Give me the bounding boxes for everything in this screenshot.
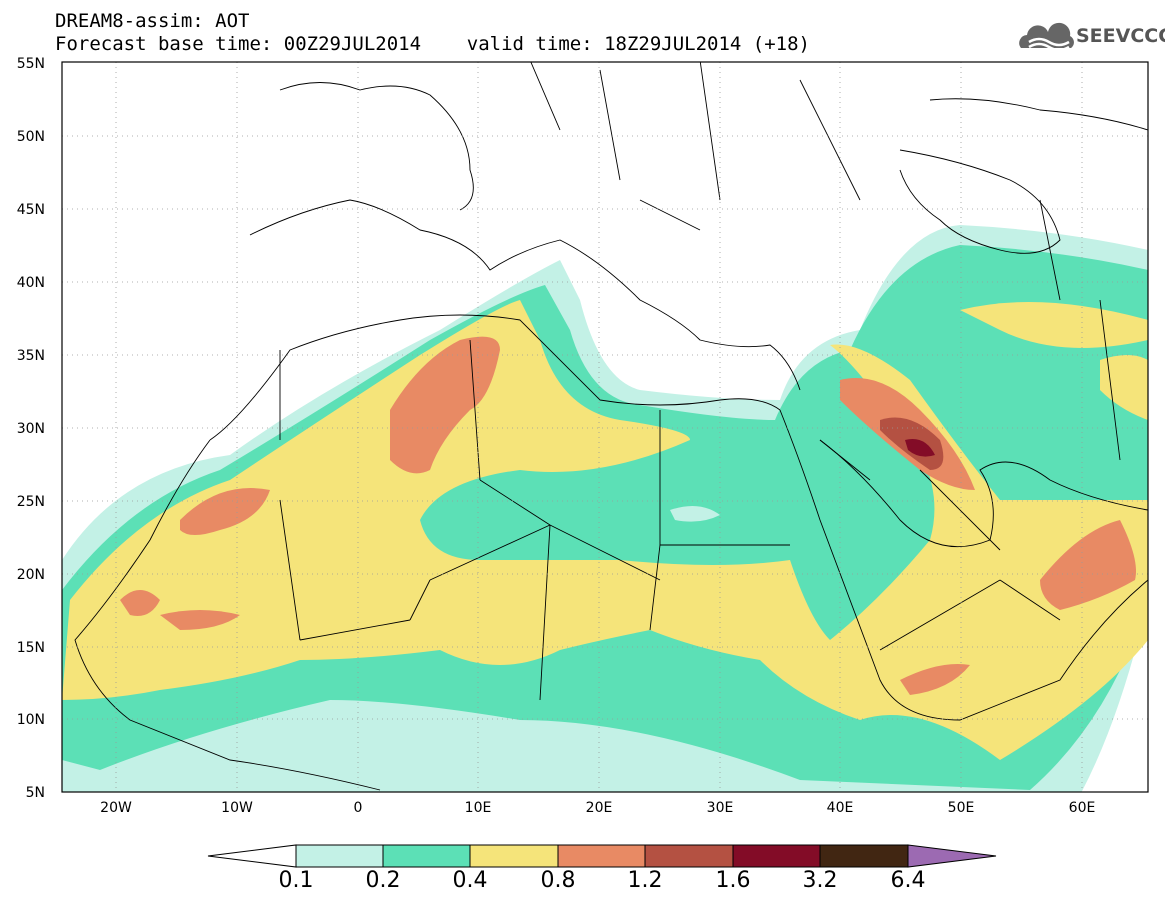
map-title: DREAM8-assim: AOT [55,10,250,32]
lon-axis: 20W 10W 0 10E 20E 30E 40E 50E 60E [100,800,1095,816]
lat-tick-label: 40N [17,275,45,291]
lat-tick-label: 55N [17,56,45,72]
lon-tick-label: 40E [827,800,854,816]
aot-fields [62,225,1148,792]
aot-band-14 [905,439,935,457]
border-01 [279,339,790,581]
colorbar-label: 0.2 [365,868,401,893]
colorbar-high-arrow [907,844,997,868]
lat-tick-label: 50N [17,129,45,145]
aot-band-03 [62,300,1148,760]
colorbar-label: 1.6 [715,868,751,893]
coastline-05 [819,439,1148,548]
coastline-06 [279,82,474,211]
map-frame [61,61,1149,793]
lon-tick-label: 20W [100,800,132,816]
coastline-02 [209,314,781,441]
coastline-01 [249,199,801,391]
colorbar-swatch [295,844,384,868]
aot-band-11 [1040,520,1136,610]
colorbar-label: 0.4 [452,868,488,893]
colorbar-swatch [819,844,909,868]
lat-tick-label: 35N [17,348,45,364]
colorbar-swatch [382,844,471,868]
coastline-03 [74,439,381,791]
border-04 [530,62,1121,461]
aot-band-12 [900,664,970,695]
aot-band-08 [120,590,160,616]
colorbar-label: 1.2 [627,868,663,893]
lat-tick-label: 20N [17,567,45,583]
lon-tick-label: 0 [354,800,363,816]
colorbar-label: 0.1 [278,868,314,893]
aot-band-04 [960,302,1148,348]
lon-tick-label: 20E [586,800,613,816]
lat-tick-label: 30N [17,421,45,437]
colorbar-swatch [469,844,559,868]
lat-tick-label: 15N [17,640,45,656]
border-03 [819,439,1061,651]
lon-tick-label: 10W [221,800,253,816]
lat-tick-label: 5N [26,785,45,801]
aot-band-15 [670,506,720,522]
lat-tick-label: 45N [17,202,45,218]
forecast-time-line: Forecast base time: 00Z29JUL2014 valid t… [55,33,810,55]
lat-tick-label: 10N [17,712,45,728]
colorbar-swatch [644,844,734,868]
colorbar-swatch [557,844,646,868]
colorbar-label: 3.2 [802,868,838,893]
lat-tick-label: 25N [17,494,45,510]
coastline-07 [899,149,1061,254]
lat-axis: 55N 50N 45N 40N 35N 30N 25N 20N 15N 10N … [17,56,45,801]
colorbar-swatch [732,844,821,868]
cloud-icon [1019,22,1074,52]
colorbar [207,844,997,868]
aot-band-09 [160,610,240,630]
lon-tick-label: 10E [465,800,492,816]
aot-band-05 [1100,355,1148,420]
colorbar-label: 6.4 [890,868,926,893]
colorbar-low-arrow [207,844,297,868]
logo-text: SEEVCCC [1076,25,1165,47]
lon-tick-label: 50E [948,800,975,816]
coastline-08 [929,98,1148,131]
colorbar-label: 0.8 [540,868,576,893]
lon-tick-label: 60E [1069,800,1096,816]
lon-tick-label: 30E [707,800,734,816]
coastlines [74,62,1148,791]
coastline-04 [779,409,1148,721]
gridlines [62,62,1148,792]
border-02 [279,499,661,701]
aot-band-07 [180,488,270,535]
